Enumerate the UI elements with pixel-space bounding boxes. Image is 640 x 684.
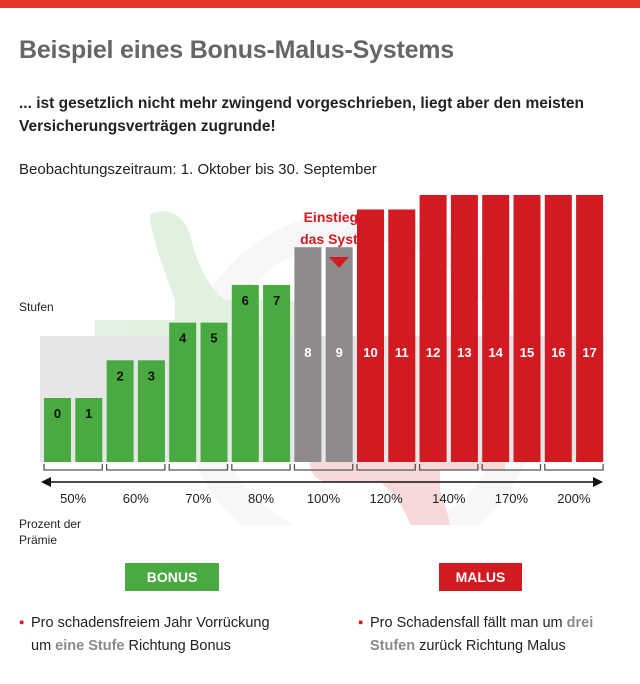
observation-period: Beobachtungszeitraum: 1. Oktober bis 30.… (19, 161, 377, 178)
bar-stage-3 (137, 360, 165, 462)
percent-label: 170% (495, 491, 529, 506)
bullet-icon: ▪ (19, 615, 25, 631)
stage-label-16: 16 (551, 345, 565, 360)
malus-note-text: Pro Schadensfall fällt man um (370, 615, 567, 631)
bar-stage-15 (513, 195, 541, 462)
bar-stage-1 (75, 398, 103, 462)
bracket-2 (168, 464, 229, 471)
percent-label: 100% (307, 491, 341, 506)
y-axis-label: Stufen (19, 300, 54, 314)
malus-note-highlight: drei Stufen (370, 615, 594, 654)
percent-label: 80% (248, 491, 274, 506)
stage-label-13: 13 (457, 345, 471, 360)
stage-label-0: 0 (54, 406, 61, 421)
bar-stage-12 (419, 195, 447, 463)
stage-label-2: 2 (116, 368, 123, 383)
page-title: Beispiel eines Bonus-Malus-Systems (19, 36, 455, 64)
bonus-note-text-end: Richtung Bonus (124, 638, 231, 654)
bonus-note: ▪ Pro schadensfreiem Jahr Vorrückung um … (19, 612, 279, 658)
bar-stage-14 (482, 195, 510, 462)
bracket-5 (356, 464, 416, 471)
bracket-8 (544, 464, 604, 471)
bar-stage-4 (169, 322, 197, 462)
bracket-0 (43, 464, 103, 471)
percent-label: 200% (557, 491, 591, 506)
x-axis-label: Prozent der Prämie (19, 517, 82, 547)
bracket-1 (105, 464, 166, 471)
bar-stage-7 (263, 284, 291, 462)
malus-badge: MALUS (439, 563, 522, 591)
bonus-malus-chart: 0 12 34 56 78 9 10 11 12 13 14 15 16 17 Einstieg in d… (40, 195, 604, 525)
bonus-badge: BONUS (125, 563, 219, 591)
mid-band (40, 336, 604, 462)
percent-label: 70% (185, 491, 211, 506)
subtitle: ... ist gesetzlich nicht mehr zwingend v… (19, 95, 585, 135)
stage-label-9: 9 (336, 345, 343, 360)
stage-label-7: 7 (273, 293, 280, 308)
bar-stage-5 (200, 322, 228, 462)
percent-brackets (43, 464, 604, 471)
stage-label-8: 8 (304, 345, 311, 360)
stage-label-11: 11 (395, 345, 409, 360)
bracket-4 (293, 464, 354, 471)
bracket-6 (418, 464, 479, 471)
bar-stage-17 (576, 195, 604, 463)
x-axis (41, 477, 603, 487)
percent-label: 50% (60, 491, 86, 506)
stage-label-1: 1 (85, 406, 92, 421)
stage-label-15: 15 (520, 345, 534, 360)
bar-stage-0 (44, 398, 71, 462)
entry-annotation: Einstieg in das System (300, 209, 378, 268)
bar-stage-13 (450, 195, 478, 463)
bullet-icon: ▪ (358, 615, 364, 631)
stage-label-6: 6 (242, 293, 249, 308)
stage-label-5: 5 (210, 331, 217, 346)
bar-stage-2 (106, 360, 134, 462)
stage-label-4: 4 (179, 331, 187, 346)
stage-label-10: 10 (363, 345, 377, 360)
bonus-note-text: Pro schadensfreiem Jahr Vorrückung um (31, 615, 270, 654)
percent-label: 120% (369, 491, 403, 506)
stage-label-12: 12 (426, 345, 440, 360)
bar-stage-16 (544, 195, 572, 463)
bar-stage-11 (388, 209, 416, 462)
bars (44, 195, 604, 463)
malus-note-text-end: zurück Richtung Malus (415, 638, 566, 654)
bar-stage-8 (294, 247, 322, 462)
bar-stage-6 (231, 284, 259, 462)
stage-labels: 0 12 34 56 78 9 10 11 12 13 14 15 16 17 (54, 293, 597, 421)
top-accent-bar (0, 0, 640, 8)
entry-arrow-icon (329, 257, 349, 268)
bar-stage-10 (357, 209, 384, 462)
percent-label: 60% (123, 491, 149, 506)
bracket-3 (231, 464, 291, 471)
bar-stage-9 (325, 247, 353, 462)
stage-label-17: 17 (582, 345, 596, 360)
bonus-note-highlight: eine Stufe (55, 638, 125, 654)
axis-arrow-left-icon (41, 477, 51, 487)
malus-note: ▪ Pro Schadensfall fällt man um drei Stu… (358, 612, 618, 658)
percent-labels: 50% 60% 70% 80% 100% 120% 140% 170% 200% (60, 491, 591, 506)
bracket-7 (481, 464, 542, 471)
stage-label-14: 14 (488, 345, 503, 360)
stage-label-3: 3 (148, 368, 155, 383)
percent-label: 140% (432, 491, 466, 506)
annotation-line2: das System (300, 231, 378, 247)
annotation-line1: Einstieg in (304, 209, 375, 225)
axis-arrow-right-icon (593, 477, 603, 487)
